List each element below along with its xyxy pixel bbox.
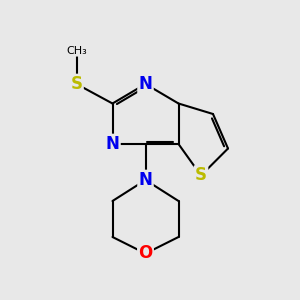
Text: N: N [139,75,152,93]
Text: CH₃: CH₃ [66,46,87,56]
Text: S: S [195,167,207,184]
Text: S: S [70,75,83,93]
Text: N: N [106,135,119,153]
Text: O: O [138,244,153,262]
Text: N: N [139,171,152,189]
